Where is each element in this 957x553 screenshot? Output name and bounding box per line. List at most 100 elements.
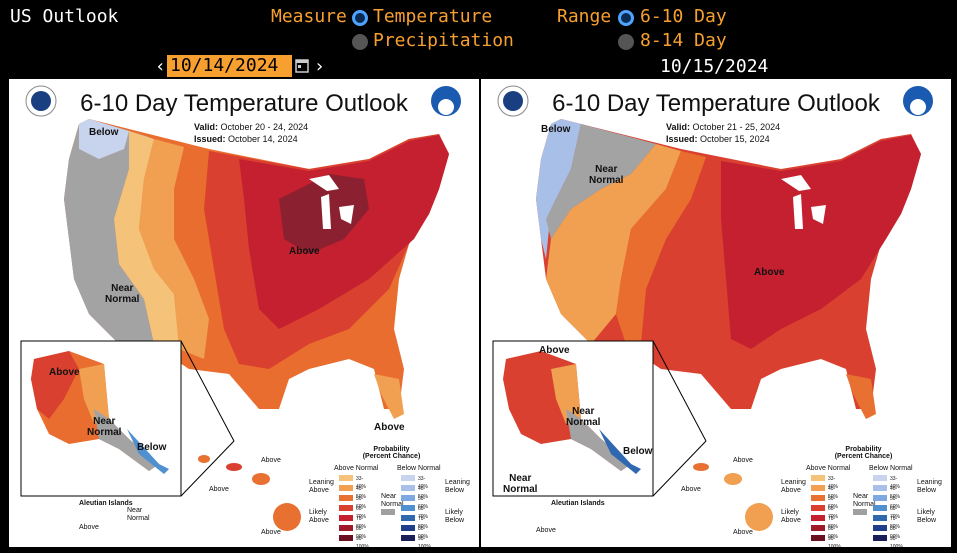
legend-likely-above: Likely Above xyxy=(309,509,329,524)
legend-range-label: 40-50% xyxy=(890,486,901,500)
us-outlook-map-graphic xyxy=(492,85,933,531)
second-date-label: 10/15/2024 xyxy=(660,56,769,77)
legend-near-normal: Near Normal xyxy=(853,493,876,508)
legend-leaning-above: Leaning Above xyxy=(309,479,334,494)
legend-swatch-below xyxy=(873,535,887,541)
legend-swatch-above xyxy=(339,495,353,501)
valid-dates: Valid: October 21 - 25, 2024 Issued: Oct… xyxy=(666,122,781,144)
legend-swatch-below xyxy=(873,505,887,511)
legend-swatch-above xyxy=(339,505,353,511)
legend-range-label: 40-50% xyxy=(828,486,839,500)
range-6-10-radio[interactable] xyxy=(618,10,634,26)
legend-near-swatch xyxy=(853,509,867,515)
precipitation-option-label[interactable]: Precipitation xyxy=(373,30,514,51)
us-outlook-map-graphic xyxy=(20,85,461,531)
legend-range-label: 50-60% xyxy=(356,496,367,510)
precipitation-radio[interactable] xyxy=(352,34,368,50)
range-8-14-radio[interactable] xyxy=(618,34,634,50)
legend-swatch-above xyxy=(339,485,353,491)
legend-near-swatch xyxy=(381,509,395,515)
region-label: Near Normal xyxy=(127,507,150,522)
legend-swatch-above xyxy=(339,515,353,521)
region-label: Above xyxy=(209,486,229,493)
legend-leaning-below: Leaning Below xyxy=(917,479,942,494)
region-label: Above xyxy=(261,457,281,464)
legend-near-normal: Near Normal xyxy=(381,493,404,508)
region-label: Aleutian Islands xyxy=(79,500,133,507)
legend-likely-below: Likely Below xyxy=(445,509,465,524)
outlook-map-left: 6-10 Day Temperature Outlook Valid: Octo… xyxy=(9,79,479,547)
legend-swatch-above xyxy=(811,505,825,511)
legend-swatch-above xyxy=(339,525,353,531)
legend-swatch-below xyxy=(401,525,415,531)
region-label: Near Normal xyxy=(566,406,601,428)
legend-range-label: 60-70% xyxy=(890,506,901,520)
outlook-map-right: 6-10 Day Temperature Outlook Valid: Octo… xyxy=(481,79,951,547)
region-label: Above xyxy=(681,486,701,493)
legend-range-label: 33-40% xyxy=(828,476,839,490)
calendar-icon[interactable] xyxy=(293,55,311,77)
legend-swatch-above xyxy=(339,535,353,541)
temperature-radio[interactable] xyxy=(352,10,368,26)
temperature-option-label[interactable]: Temperature xyxy=(373,6,493,27)
legend-swatch-above xyxy=(811,525,825,531)
legend-swatch-below xyxy=(873,475,887,481)
legend-range-label: 80-90% xyxy=(356,526,367,540)
legend-swatch-below xyxy=(873,525,887,531)
legend-range-label: 90-100% xyxy=(418,536,431,547)
legend-range-label: 60-70% xyxy=(418,506,429,520)
region-label: Near Normal xyxy=(503,473,538,495)
legend-range-label: 50-60% xyxy=(890,496,901,510)
legend-range-label: 90-100% xyxy=(890,536,903,547)
legend-likely-below: Likely Below xyxy=(917,509,937,524)
legend-swatch-below xyxy=(401,535,415,541)
legend-leaning-above: Leaning Above xyxy=(781,479,806,494)
region-label: Above xyxy=(261,529,281,536)
legend-range-label: 70-80% xyxy=(890,516,901,530)
region-label: Above xyxy=(733,529,753,536)
legend-range-label: 60-70% xyxy=(828,506,839,520)
legend-swatch-below xyxy=(401,505,415,511)
legend-range-label: 70-80% xyxy=(828,516,839,530)
legend-title: Probability (Percent Chance) xyxy=(834,446,893,460)
region-label: Aleutian Islands xyxy=(551,500,605,507)
map-title: 6-10 Day Temperature Outlook xyxy=(552,90,880,117)
legend-above-header: Above Normal xyxy=(334,465,379,472)
legend-swatch-above xyxy=(811,485,825,491)
legend-swatch-above xyxy=(811,515,825,521)
range-8-14-option-label[interactable]: 8-14 Day xyxy=(640,30,727,51)
region-label: Above xyxy=(754,267,785,278)
valid-dates: Valid: October 20 - 24, 2024 Issued: Oct… xyxy=(194,122,309,144)
region-label: Above xyxy=(79,524,99,531)
legend-swatch-below xyxy=(401,475,415,481)
next-date-button[interactable]: › xyxy=(314,56,325,77)
legend-swatch-below xyxy=(401,495,415,501)
region-label: Near Normal xyxy=(589,164,624,186)
legend-range-label: 90-100% xyxy=(828,536,841,547)
date-input[interactable]: 10/14/2024 xyxy=(167,55,292,77)
region-label: Above xyxy=(733,457,753,464)
legend-swatch-above xyxy=(811,475,825,481)
region-label: Above xyxy=(536,527,556,534)
range-6-10-option-label[interactable]: 6-10 Day xyxy=(640,6,727,27)
legend-range-label: 80-90% xyxy=(890,526,901,540)
legend-range-label: 60-70% xyxy=(356,506,367,520)
app-title: US Outlook xyxy=(10,6,119,27)
map-title: 6-10 Day Temperature Outlook xyxy=(80,90,408,117)
legend-range-label: 70-80% xyxy=(356,516,367,530)
legend-below-header: Below Normal xyxy=(869,465,913,472)
region-label: Near Normal xyxy=(87,416,122,438)
legend-range-label: 50-60% xyxy=(418,496,429,510)
legend-swatch-below xyxy=(401,515,415,521)
region-label: Below xyxy=(541,124,571,135)
region-label: Below xyxy=(137,442,167,453)
legend-range-label: 70-80% xyxy=(418,516,429,530)
legend-above-header: Above Normal xyxy=(806,465,851,472)
region-label: Above xyxy=(49,367,80,378)
legend-range-label: 50-60% xyxy=(828,496,839,510)
measure-label: Measure xyxy=(271,6,347,27)
prev-date-button[interactable]: ‹ xyxy=(155,56,166,77)
legend-swatch-above xyxy=(339,475,353,481)
legend-likely-above: Likely Above xyxy=(781,509,801,524)
region-label: Below xyxy=(89,127,119,138)
